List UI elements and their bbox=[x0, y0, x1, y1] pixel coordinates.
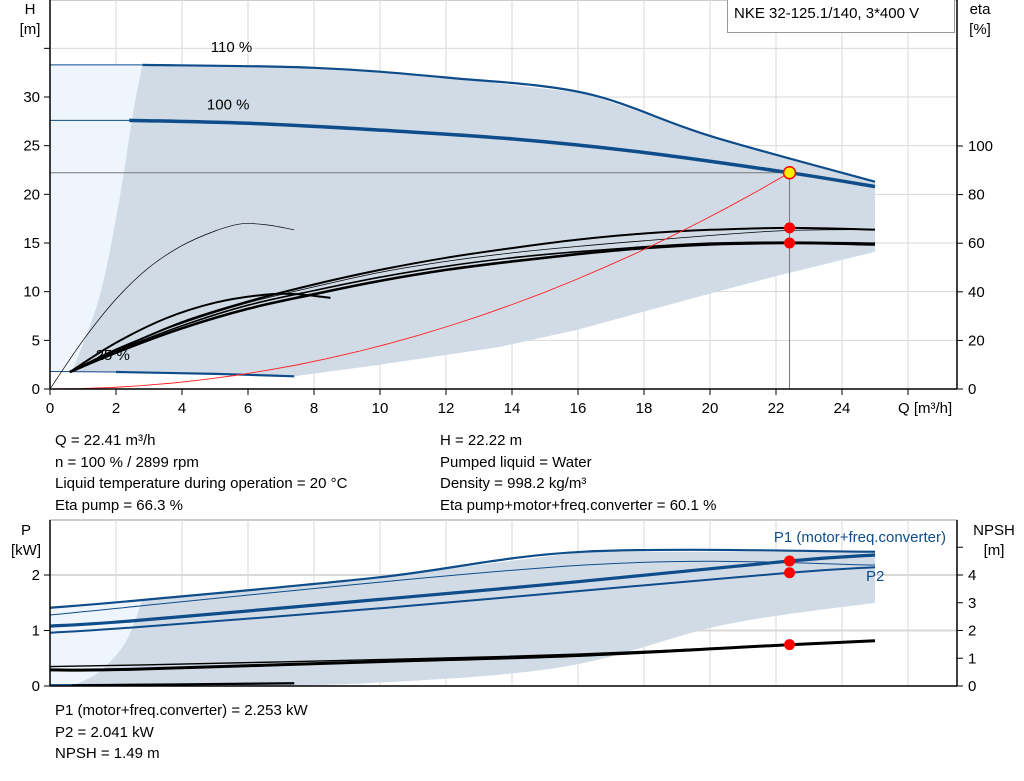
result-flow: Q = 22.41 m³/h bbox=[55, 432, 156, 449]
efficiency-curve bbox=[69, 241, 876, 374]
result-npsh: NPSH = 1.49 m bbox=[55, 745, 160, 762]
p2-series-label: P2 bbox=[866, 568, 884, 585]
y-axis-label-left: P bbox=[21, 522, 31, 539]
pump-title: NKE 32-125.1/140, 3*400 V bbox=[734, 5, 920, 22]
x-tick-label: 14 bbox=[504, 400, 521, 417]
y-axis-unit-right: [%] bbox=[969, 21, 991, 38]
y-axis-label-right: eta bbox=[970, 1, 992, 18]
y-tick-label-right: 80 bbox=[968, 187, 985, 204]
y-axis-unit-right: [m] bbox=[984, 542, 1005, 559]
results-top-right: H = 22.22 m Pumped liquid = Water Densit… bbox=[440, 430, 716, 516]
speed-label: 110 % bbox=[211, 39, 252, 56]
y-tick-label-left: 2 bbox=[32, 567, 40, 584]
title-box: NKE 32-125.1/140, 3*400 V bbox=[727, 0, 955, 33]
speed-label: 25 % bbox=[96, 347, 130, 364]
y-axis-unit-left: [m] bbox=[20, 21, 41, 38]
y-tick-label-right: 0 bbox=[968, 678, 976, 695]
npsh-point-marker bbox=[784, 639, 796, 651]
y-tick-label-left: 1 bbox=[32, 623, 40, 640]
result-liquid: Pumped liquid = Water bbox=[440, 453, 592, 471]
system-curve bbox=[49, 172, 790, 390]
power-npsh-chart: P1 (motor+freq.converter) P2 0 1 2 0 1 2 3 4 P [kW]… bbox=[11, 519, 1015, 695]
y-tick-label-left: 0 bbox=[32, 381, 40, 398]
x-tick-label: 18 bbox=[636, 400, 653, 417]
y-axis-label-right: NPSH bbox=[973, 522, 1015, 539]
p2-point-marker bbox=[784, 567, 796, 579]
y-tick-label-right: 20 bbox=[968, 332, 985, 349]
x-tick-label: 22 bbox=[768, 400, 785, 417]
y-tick-label-right: 60 bbox=[968, 235, 985, 252]
efficiency-curve bbox=[69, 241, 876, 373]
result-density: Density = 998.2 kg/m³ bbox=[440, 475, 587, 492]
p1-point-marker bbox=[784, 555, 796, 567]
result-p1: P1 (motor+freq.converter) = 2.253 kW bbox=[55, 702, 308, 719]
result-head: H = 22.22 m bbox=[440, 432, 523, 449]
y-tick-label-right: 0 bbox=[968, 381, 976, 398]
x-tick-label: 16 bbox=[570, 400, 587, 417]
y-tick-label-right: 40 bbox=[968, 284, 985, 301]
efficiency-curve bbox=[69, 226, 876, 373]
results-bottom: P1 (motor+freq.converter) = 2.253 kW P2 … bbox=[55, 700, 308, 765]
y-tick-label-left: 20 bbox=[23, 186, 40, 203]
x-tick-label: 8 bbox=[310, 400, 318, 417]
x-tick-label: 6 bbox=[244, 400, 252, 417]
result-eta-pump: Eta pump = 66.3 % bbox=[55, 496, 183, 514]
results-top-left: Q = 22.41 m³/h n = 100 % / 2899 rpm Liqu… bbox=[55, 430, 347, 516]
y-tick-label-right: 1 bbox=[968, 650, 976, 667]
result-temperature: Liquid temperature during operation = 20… bbox=[55, 475, 348, 492]
y-tick-label-right: 3 bbox=[968, 595, 976, 612]
efficiency-curve bbox=[69, 229, 876, 373]
efficiency-curve bbox=[49, 223, 295, 390]
y-axis-unit-left: [kW] bbox=[11, 542, 41, 559]
y-tick-label-left: 5 bbox=[32, 332, 40, 349]
x-tick-label: 2 bbox=[112, 400, 120, 417]
duty-point-marker bbox=[782, 165, 797, 180]
y-tick-label-left: 10 bbox=[23, 284, 40, 301]
speed-label: 100 % bbox=[207, 97, 250, 114]
x-tick-label: 20 bbox=[702, 400, 719, 417]
x-axis-label: Q [m³/h] bbox=[898, 400, 952, 417]
x-tick-label: 0 bbox=[46, 400, 54, 417]
x-tick-label: 24 bbox=[834, 400, 851, 417]
result-p2: P2 = 2.041 kW bbox=[55, 723, 154, 741]
head-curve bbox=[115, 370, 295, 378]
x-tick-label: 12 bbox=[438, 400, 455, 417]
efficiency-point-marker bbox=[784, 237, 796, 249]
operating-area bbox=[72, 551, 876, 686]
power-curve bbox=[49, 548, 876, 609]
p1-series-label: P1 (motor+freq.converter) bbox=[774, 529, 946, 546]
efficiency-curve bbox=[69, 292, 331, 373]
x-tick-label: 10 bbox=[372, 400, 389, 417]
y-axis-label-left: H bbox=[25, 1, 36, 18]
y-tick-label-right: 2 bbox=[968, 623, 976, 640]
head-curve bbox=[142, 63, 876, 183]
efficiency-point-marker bbox=[784, 222, 796, 234]
y-tick-label-left: 25 bbox=[23, 138, 40, 155]
head-curve-extension bbox=[49, 370, 117, 373]
x-tick-label: 4 bbox=[178, 400, 186, 417]
y-tick-label-left: 15 bbox=[23, 235, 40, 252]
y-tick-label-right: 4 bbox=[968, 567, 976, 584]
y-tick-label-left: 0 bbox=[32, 678, 40, 695]
y-tick-label-left: 30 bbox=[23, 89, 40, 106]
head-efficiency-chart: 110 %100 %25 %0 2 4 6 8 10 12 14 16 18 20 22 2405101… bbox=[20, 0, 993, 417]
y-tick-label-right: 100 bbox=[968, 138, 993, 155]
result-speed: n = 100 % / 2899 rpm bbox=[55, 453, 199, 471]
power-curve bbox=[49, 560, 876, 616]
result-eta-total: Eta pump+motor+freq.converter = 60.1 % bbox=[440, 496, 717, 514]
